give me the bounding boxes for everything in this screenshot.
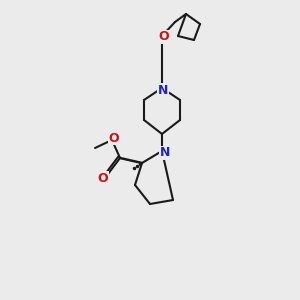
- Text: N: N: [158, 83, 168, 97]
- Text: O: O: [109, 131, 119, 145]
- Text: O: O: [98, 172, 108, 184]
- Text: O: O: [159, 31, 169, 44]
- Text: N: N: [160, 146, 170, 160]
